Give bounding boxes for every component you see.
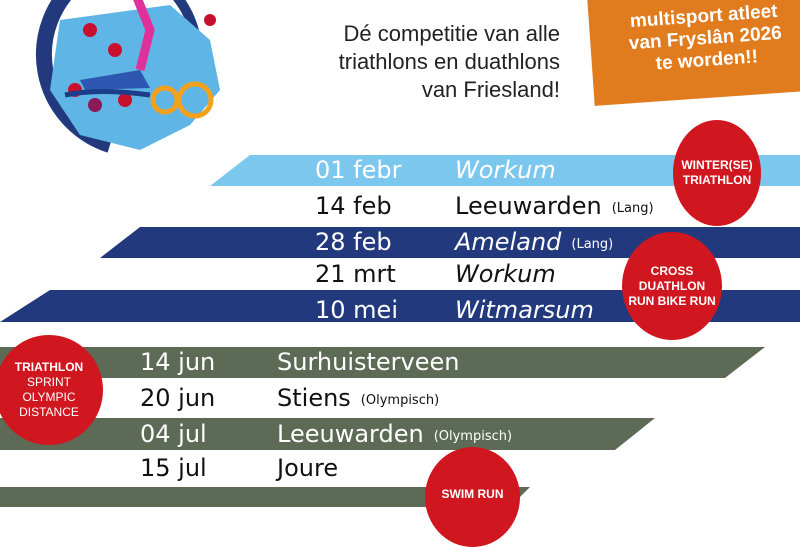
tagline-line: triathlons en duathlons [338, 49, 560, 74]
band-tri-2 [0, 418, 655, 450]
event-note: (Olympisch) [360, 393, 440, 408]
event-place: Leeuwarden [277, 420, 424, 448]
event-place: Witmarsum [455, 296, 594, 324]
badge-line: DUATHLON [638, 278, 706, 293]
badge-line: CROSS [650, 263, 694, 278]
badge-triathlon: TRIATHLON SPRINT OLYMPIC DISTANCE [0, 335, 103, 445]
event-note: (Lang) [571, 237, 614, 252]
event-place: Surhuisterveen [277, 348, 460, 376]
logo [35, 0, 220, 153]
event-place: Leeuwarden [455, 192, 602, 220]
badge-line: DISTANCE [19, 405, 79, 419]
event-place: Ameland [455, 228, 562, 256]
badge-line: WINTER(SE) [681, 158, 753, 172]
tagline-line: Dé competitie van alle [343, 21, 560, 46]
badge-line: SPRINT [26, 375, 71, 389]
band-tri-1 [0, 347, 765, 378]
promo-box: multisport atleet van Fryslân 2026 te wo… [585, 0, 800, 106]
event-date: 10 mei [315, 296, 398, 324]
badge-line: OLYMPIC [22, 390, 76, 404]
badge-line: SWIM RUN [441, 487, 504, 501]
badge-winter-triathlon: WINTER(SE) TRIATHLON [673, 120, 761, 226]
event-note: (Lang) [611, 201, 654, 216]
tagline: Dé competitie van alle triathlons en dua… [339, 20, 560, 104]
event-place: Workum [455, 260, 556, 288]
event-place: Workum [455, 156, 556, 184]
event-date: 14 feb [315, 192, 392, 220]
event-date: 20 jun [140, 384, 216, 412]
badge-line: TRIATHLON [682, 173, 752, 187]
badge-swim-run: SWIM RUN [425, 447, 520, 547]
event-date: 15 jul [140, 454, 207, 482]
event-note: (Olympisch) [433, 429, 513, 444]
tagline-line: van Friesland! [421, 77, 560, 102]
badge-line: TRIATHLON [14, 360, 84, 374]
event-place: Stiens [277, 384, 351, 412]
event-place: Joure [277, 454, 339, 482]
badge-line: RUN BIKE RUN [628, 293, 716, 308]
badge-cross-duathlon: CROSS DUATHLON RUN BIKE RUN [622, 232, 722, 340]
event-date: 28 feb [315, 228, 392, 256]
event-date: 14 jun [140, 348, 216, 376]
event-date: 01 febr [315, 156, 402, 184]
event-date: 04 jul [140, 420, 207, 448]
event-date: 21 mrt [315, 260, 396, 288]
